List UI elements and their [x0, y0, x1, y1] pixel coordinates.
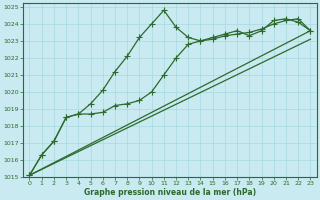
X-axis label: Graphe pression niveau de la mer (hPa): Graphe pression niveau de la mer (hPa) — [84, 188, 256, 197]
